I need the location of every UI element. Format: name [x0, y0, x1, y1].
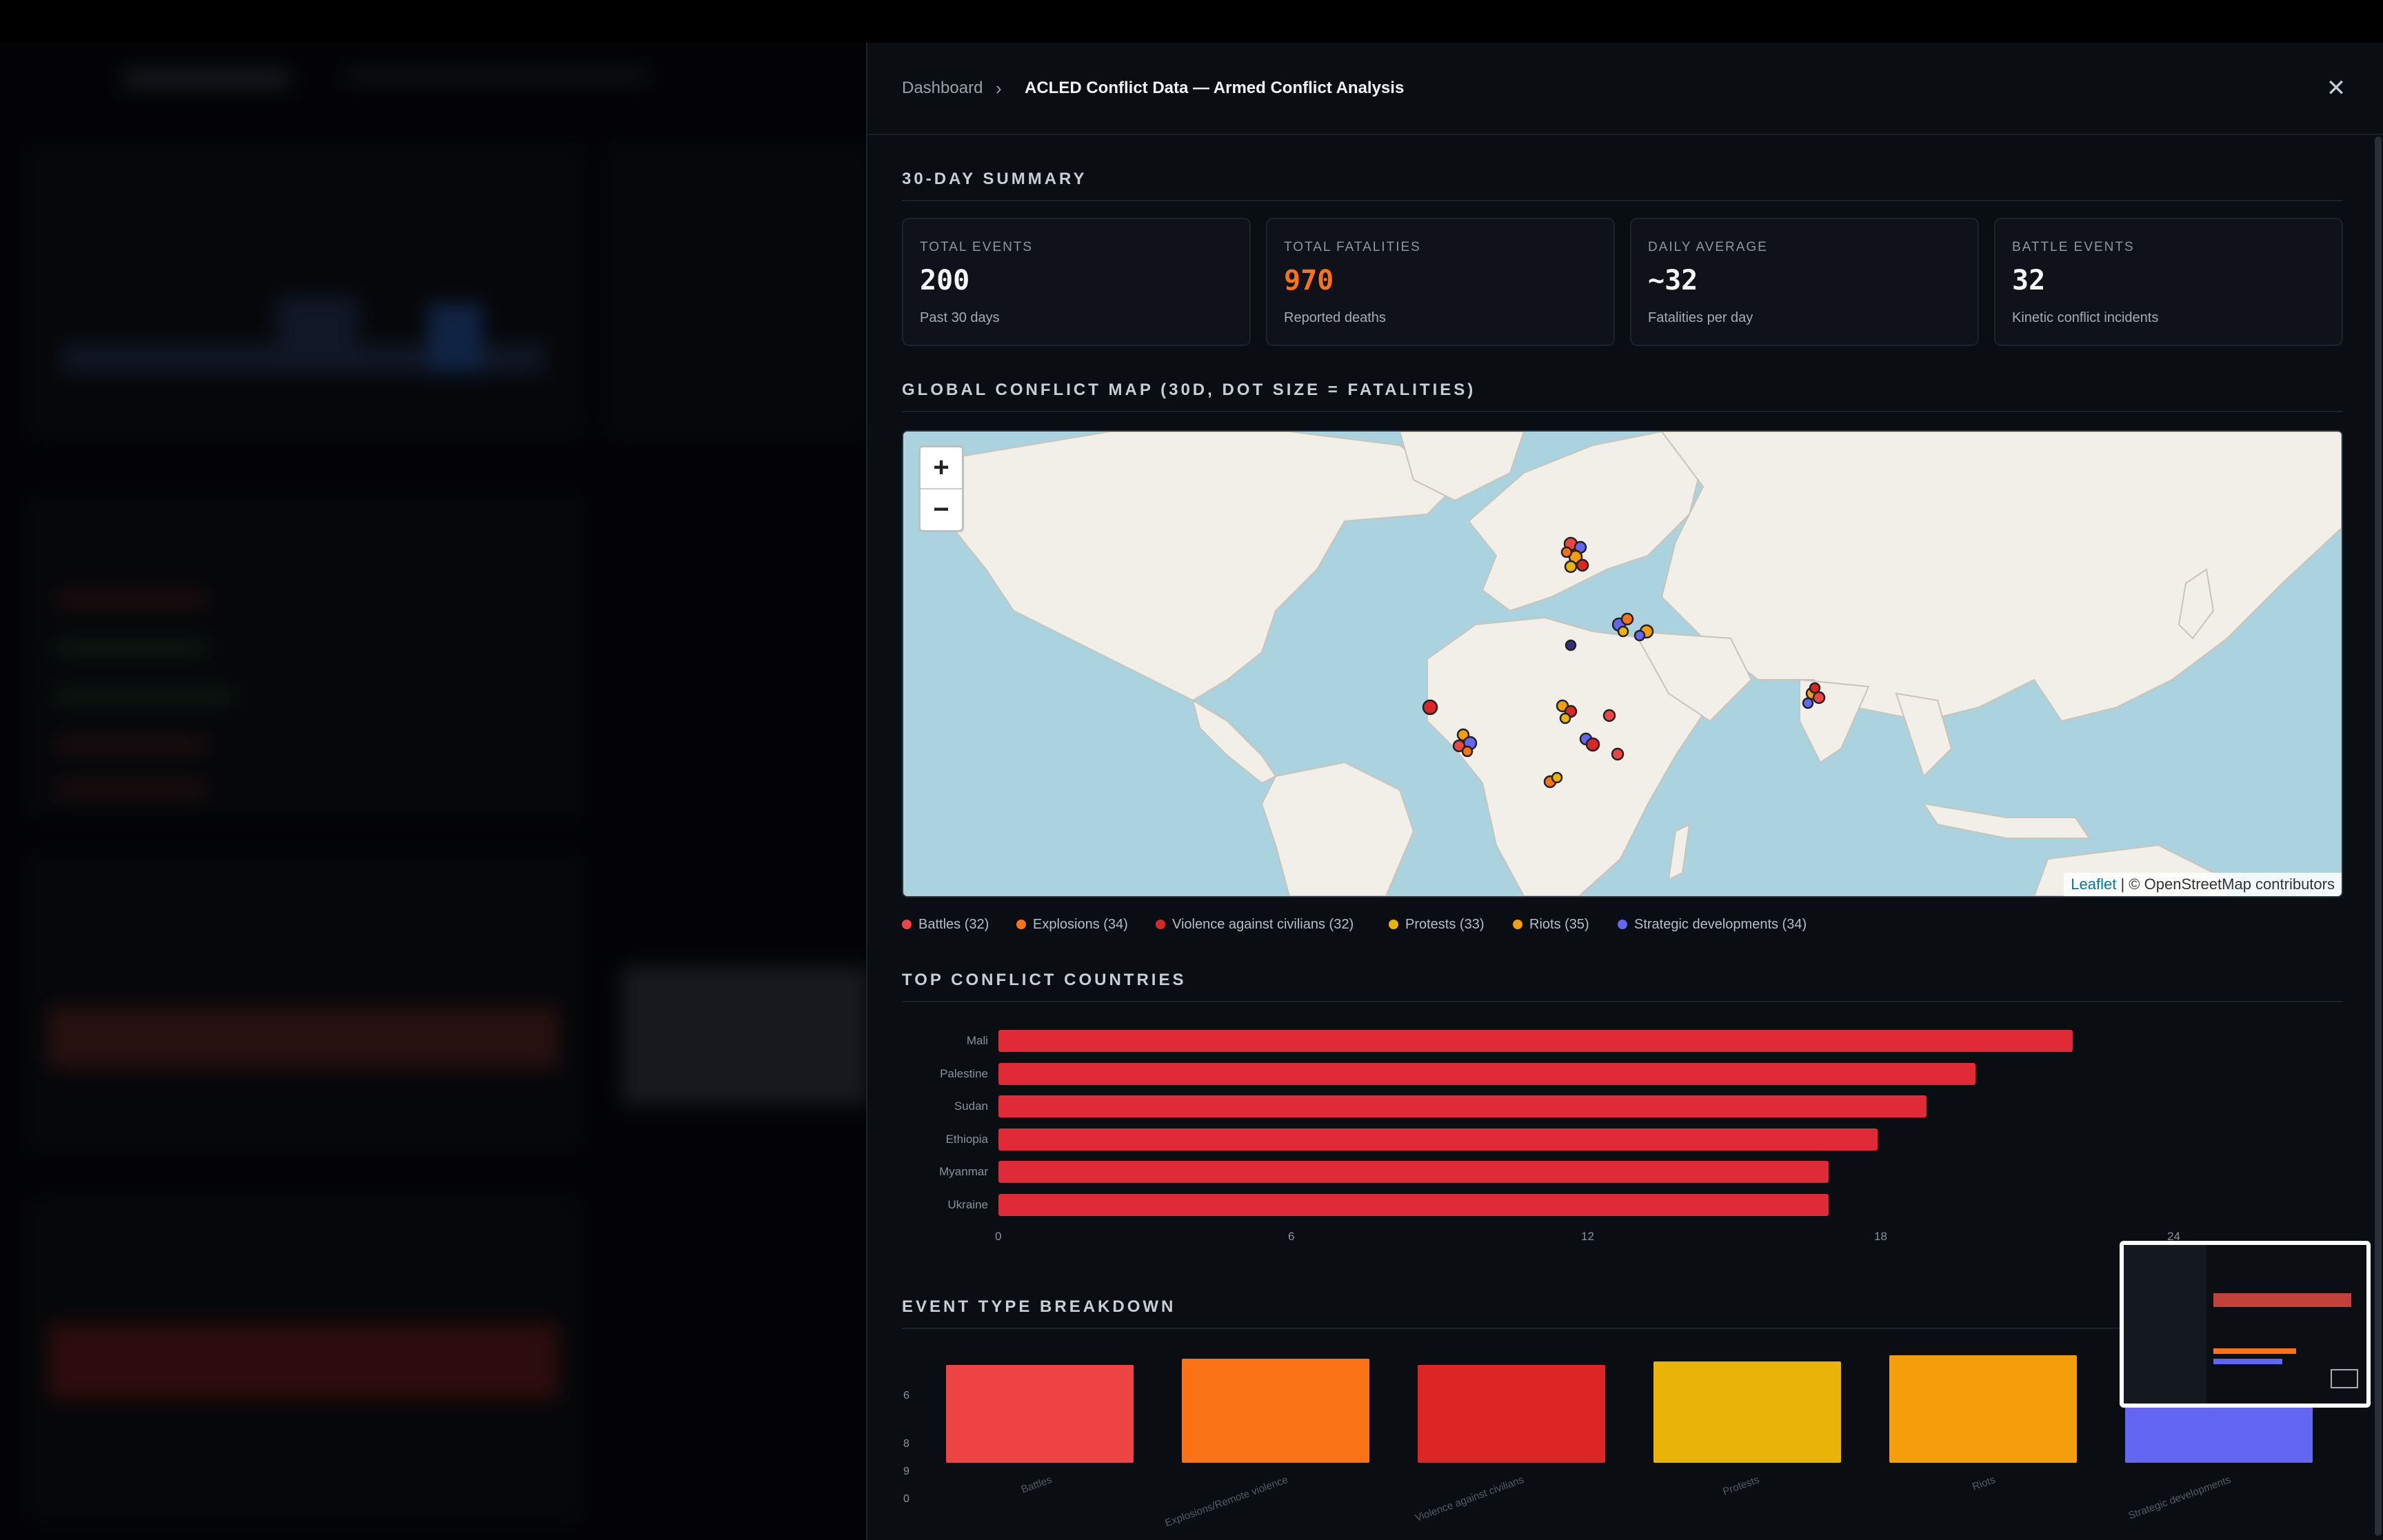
x-tick-label: 12 — [1581, 1230, 1594, 1243]
country-bar[interactable] — [998, 1128, 1878, 1151]
country-bar[interactable] — [998, 1193, 1829, 1216]
stat-label: TOTAL EVENTS — [920, 240, 1034, 254]
legend-dot — [1389, 920, 1398, 929]
minimap-bar — [2213, 1348, 2296, 1354]
event-type-label: Explosions/Remote violence — [1163, 1474, 1289, 1530]
scrollbar[interactable] — [2375, 136, 2382, 1536]
minimap-sidebar — [2124, 1245, 2206, 1404]
divider — [902, 200, 2343, 201]
modal-scrim[interactable] — [0, 43, 866, 1540]
panel-header: Dashboard › ACLED Conflict Data — Armed … — [867, 43, 2383, 135]
event-type-bar[interactable] — [946, 1364, 1134, 1463]
countries-title: TOP CONFLICT COUNTRIES — [902, 971, 1187, 989]
stat-value: ~32 — [1648, 265, 1698, 296]
event-markers — [1422, 536, 1826, 789]
map-attribution: Leaflet | © OpenStreetMap contributors — [2064, 873, 2342, 896]
legend-label: Riots (35) — [1529, 917, 1589, 932]
stat-card-daily-average: DAILY AVERAGE ~32 Fatalities per day — [1630, 218, 1979, 346]
legend-label: Violence against civilians (32) — [1172, 917, 1354, 932]
x-tick-label: 24 — [2167, 1230, 2180, 1243]
country-bar[interactable] — [998, 1095, 1927, 1117]
event-type-label: Strategic developments — [2126, 1474, 2233, 1522]
summary-title: 30-DAY SUMMARY — [902, 170, 1087, 188]
legend-explosions: Explosions (34) — [1016, 917, 1128, 933]
event-type-label: Battles — [1019, 1474, 1054, 1496]
stat-label: DAILY AVERAGE — [1648, 240, 1768, 254]
country-label: Myanmar — [939, 1165, 988, 1178]
y-tick-label: 0 — [903, 1493, 909, 1505]
event-type-bar[interactable] — [1418, 1364, 1605, 1463]
divider — [902, 1001, 2343, 1002]
legend-dot — [902, 920, 912, 929]
country-label: Mali — [966, 1034, 988, 1047]
stat-value: 970 — [1284, 265, 1334, 296]
minimap-bars — [2213, 1293, 2351, 1307]
leaflet-link[interactable]: Leaflet — [2071, 875, 2117, 893]
zoom-in-button[interactable]: + — [921, 447, 962, 489]
country-label: Palestine — [940, 1066, 988, 1080]
event-types-title: EVENT TYPE BREAKDOWN — [902, 1297, 1176, 1316]
legend-battles: Battles (32) — [902, 917, 989, 933]
minimap-thumbnail[interactable] — [2120, 1241, 2371, 1408]
stat-card-total-fatalities: TOTAL FATALITIES 970 Reported deaths — [1266, 218, 1615, 346]
legend-label: Strategic developments (34) — [1634, 917, 1807, 932]
osm-attribution: | © OpenStreetMap contributors — [2116, 875, 2335, 893]
stat-sub: Reported deaths — [1284, 310, 1386, 325]
stat-sub: Fatalities per day — [1648, 310, 1753, 325]
country-label: Ukraine — [947, 1197, 988, 1211]
legend-label: Explosions (34) — [1033, 917, 1128, 932]
legend-dot — [1016, 920, 1026, 929]
legend-label: Protests (33) — [1405, 917, 1485, 932]
legend-dot — [1618, 920, 1627, 929]
stat-card-total-events: TOTAL EVENTS 200 Past 30 days — [902, 218, 1251, 346]
stat-card-battle-events: BATTLE EVENTS 32 Kinetic conflict incide… — [1994, 218, 2343, 346]
y-tick-label: 8 — [903, 1438, 909, 1450]
country-bar[interactable] — [998, 1062, 1975, 1085]
stat-value: 32 — [2012, 265, 2046, 296]
minimap-viewport — [2331, 1369, 2358, 1388]
event-type-bar[interactable] — [1653, 1361, 1841, 1463]
stat-label: TOTAL FATALITIES — [1284, 240, 1421, 254]
country-bar[interactable] — [998, 1030, 2073, 1052]
legend-protests: Protests (33) — [1389, 917, 1484, 933]
minimap-bar — [2213, 1359, 2282, 1364]
legend-riots: Riots (35) — [1513, 917, 1589, 933]
divider — [902, 411, 2343, 412]
event-type-label: Violence against civilians — [1413, 1474, 1525, 1524]
y-tick-label: 6 — [903, 1390, 909, 1401]
background-dashboard — [0, 0, 869, 1540]
event-type-bar[interactable] — [1889, 1355, 2077, 1463]
country-label: Sudan — [954, 1100, 988, 1113]
x-tick-label: 6 — [1288, 1230, 1295, 1243]
breadcrumb-separator-icon: › — [996, 78, 1002, 99]
breadcrumb-dashboard[interactable]: Dashboard — [902, 79, 983, 97]
stat-value: 200 — [920, 265, 970, 296]
stat-sub: Past 30 days — [920, 310, 1000, 325]
breadcrumb-current: ACLED Conflict Data — Armed Conflict Ana… — [1025, 79, 1405, 97]
country-bar[interactable] — [998, 1161, 1829, 1183]
close-icon[interactable]: ✕ — [2326, 75, 2346, 101]
stat-label: BATTLE EVENTS — [2012, 240, 2135, 254]
stat-sub: Kinetic conflict incidents — [2012, 310, 2159, 325]
map-title: GLOBAL CONFLICT MAP (30D, DOT SIZE = FAT… — [902, 381, 1476, 399]
zoom-out-button[interactable]: − — [933, 494, 949, 525]
world-map — [929, 432, 2342, 896]
conflict-map[interactable]: + − Leaflet | © OpenStreetMap contributo… — [902, 430, 2343, 898]
divider — [902, 1328, 2343, 1329]
zoom-control: + − — [918, 445, 964, 532]
legend-label: Battles (32) — [918, 917, 989, 932]
country-label: Ethiopia — [945, 1132, 988, 1146]
legend-dot — [1156, 920, 1165, 929]
top-bar — [0, 0, 2383, 43]
x-tick-label: 0 — [995, 1230, 1002, 1243]
event-type-bar[interactable] — [1182, 1358, 1369, 1463]
event-type-label: Protests — [1721, 1474, 1761, 1498]
x-tick-label: 18 — [1874, 1230, 1887, 1243]
legend-strategic: Strategic developments (34) — [1618, 917, 1807, 933]
legend-dot — [1513, 920, 1522, 929]
legend-violence: Violence against civilians (32) — [1156, 917, 1354, 933]
event-type-label: Riots — [1970, 1474, 1997, 1493]
y-tick-label: 9 — [903, 1466, 909, 1477]
